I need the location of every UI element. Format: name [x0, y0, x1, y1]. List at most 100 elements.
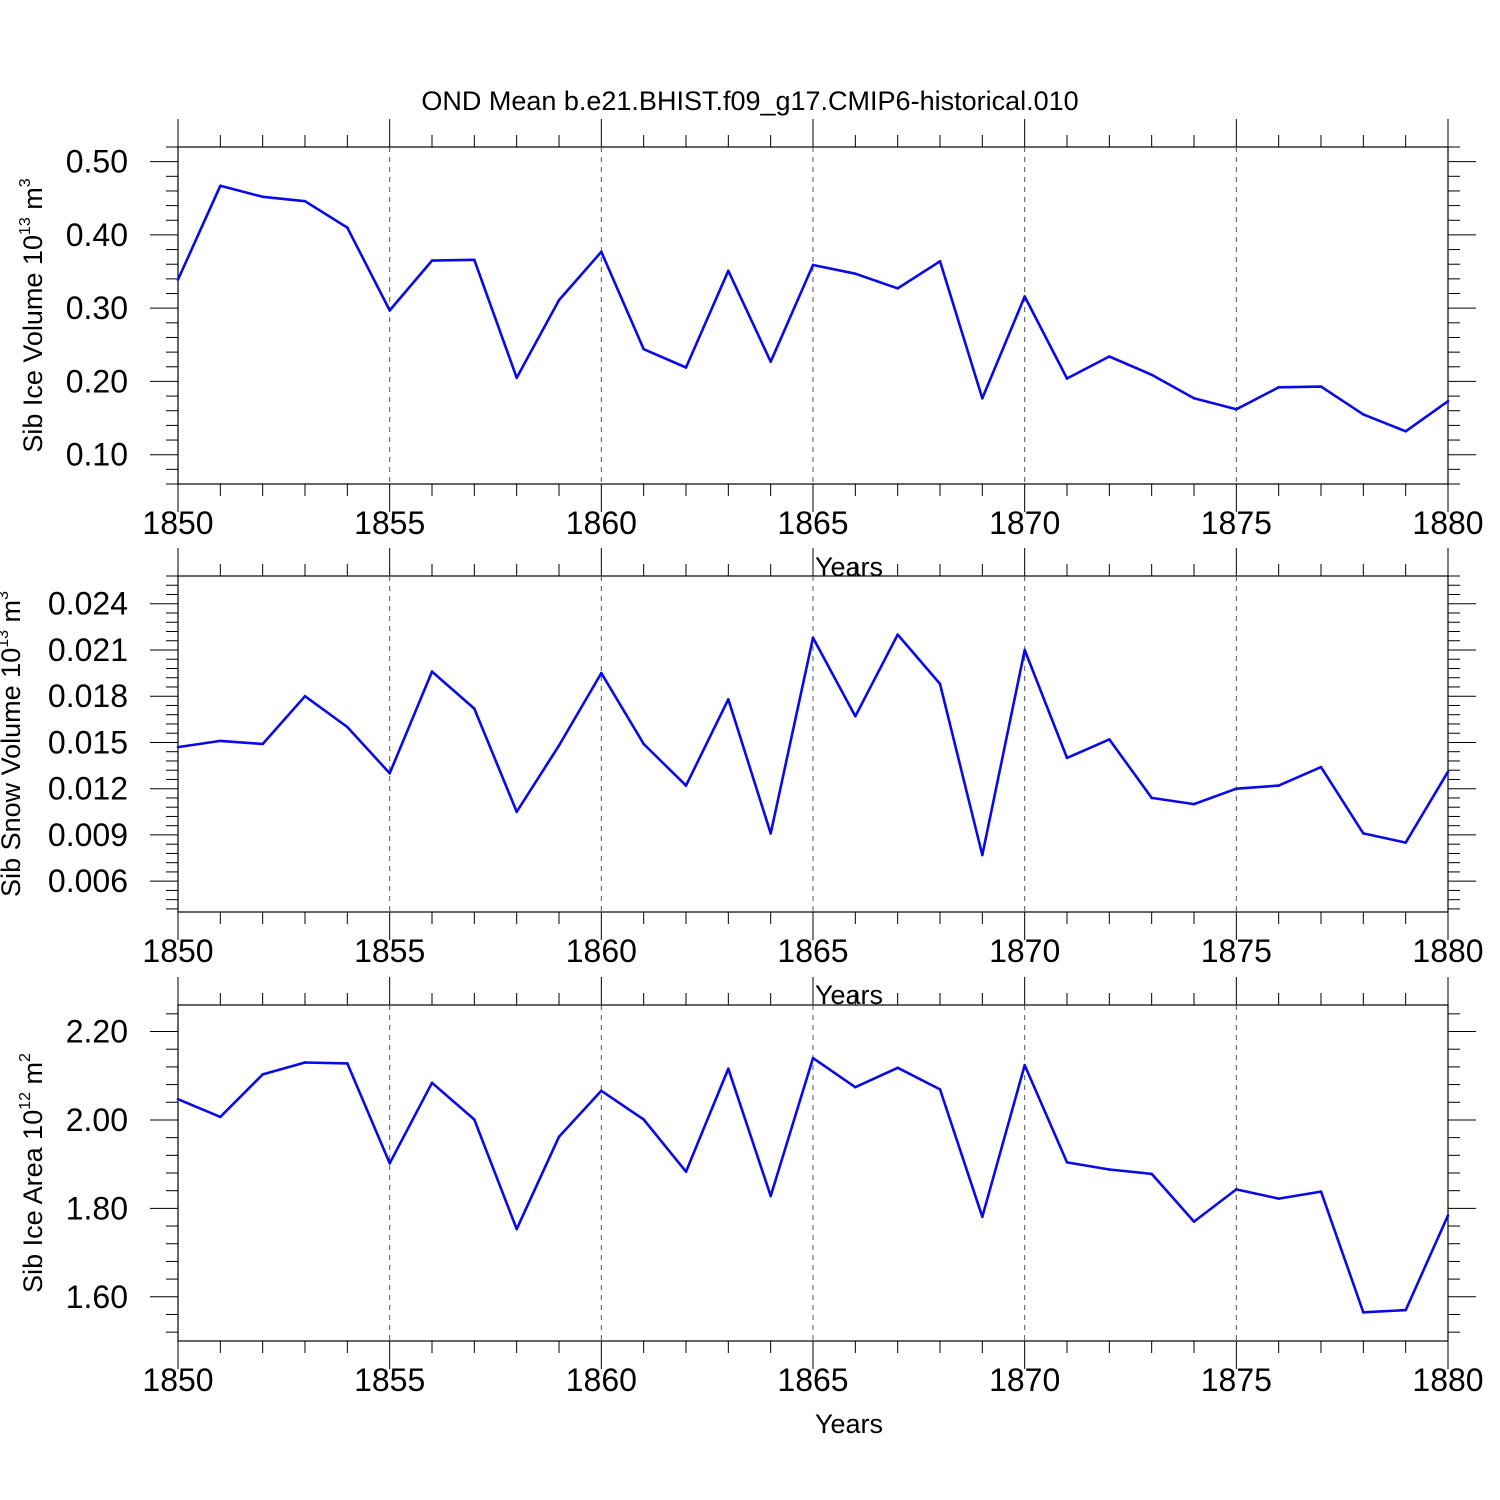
y-axis-label-part: m — [18, 187, 48, 217]
data-point — [811, 263, 815, 267]
y-axis-label-superscript: 2 — [17, 1053, 34, 1062]
data-point — [727, 269, 730, 273]
x-tick-label: 1855 — [354, 933, 425, 969]
data-point — [1235, 787, 1238, 790]
x-axis-label: Years — [815, 552, 883, 582]
data-point — [1150, 1172, 1153, 1176]
data-point — [1192, 1220, 1196, 1223]
x-tick-label: 1860 — [566, 933, 637, 969]
x-tick-label: 1875 — [1201, 505, 1272, 541]
y-axis-label-superscript: 13 — [17, 217, 34, 235]
data-point — [473, 258, 476, 262]
data-point — [1404, 429, 1407, 433]
x-tick-label: 1860 — [566, 1362, 637, 1398]
data-point — [557, 744, 561, 747]
data-point — [1446, 770, 1450, 774]
data-point — [1108, 738, 1111, 741]
data-point — [515, 376, 518, 380]
y-tick-label: 0.024 — [48, 586, 128, 622]
data-point — [1065, 1161, 1069, 1164]
data-point — [1362, 413, 1365, 416]
data-point — [642, 347, 645, 351]
x-axis-label: Years — [815, 1409, 883, 1439]
y-axis-label-part: m — [0, 600, 26, 630]
data-point — [938, 259, 942, 263]
data-point — [1404, 841, 1407, 844]
x-tick-label: 1850 — [142, 1362, 213, 1398]
data-point — [1065, 756, 1069, 760]
data-point — [769, 832, 772, 835]
panels: 1850 1855 1860 1865 1870 1875 1880 0.10 0.20 0.30… — [0, 119, 1484, 1439]
data-point — [346, 725, 349, 729]
data-point — [1023, 1063, 1026, 1067]
data-point — [896, 287, 899, 290]
data-point — [430, 670, 434, 673]
data-point — [388, 771, 391, 775]
data-point — [1319, 385, 1323, 388]
data-point — [1023, 295, 1026, 298]
data-point — [642, 742, 645, 746]
data-point — [1150, 796, 1153, 800]
panel-1: 1850 1855 1860 1865 1870 1875 1880 0.10 0.20 0.30… — [17, 119, 1484, 582]
x-tick-label: 1880 — [1412, 933, 1483, 969]
data-point — [600, 250, 603, 254]
data-point — [303, 1061, 307, 1064]
data-point — [1065, 377, 1069, 380]
x-tick-label: 1850 — [142, 933, 213, 969]
data-point — [1446, 399, 1450, 403]
data-point — [642, 1118, 645, 1121]
data-point — [303, 694, 307, 698]
data-point — [684, 366, 688, 369]
y-tick-label: 1.80 — [66, 1190, 128, 1226]
y-tick-label: 2.00 — [66, 1102, 128, 1138]
x-tick-label: 1870 — [989, 1362, 1060, 1398]
panel-3: 1850 1855 1860 1865 1870 1875 1880 1.60 1.80 2.00… — [17, 977, 1484, 1439]
data-point — [1362, 832, 1365, 835]
data-point — [684, 1170, 688, 1173]
y-tick-label: 2.20 — [66, 1014, 128, 1050]
x-tick-label: 1880 — [1412, 1362, 1483, 1398]
data-point — [1277, 1197, 1280, 1200]
y-tick-label: 0.015 — [48, 724, 128, 760]
data-point — [388, 1161, 391, 1165]
data-point — [938, 682, 942, 686]
data-point — [219, 1115, 222, 1119]
data-point — [1192, 802, 1196, 806]
x-tick-label: 1875 — [1201, 1362, 1272, 1398]
y-axis-label: Sib Snow Volume 1013 m3 — [0, 591, 26, 897]
x-tick-label: 1865 — [777, 933, 848, 969]
y-axis-label: Sib Ice Area 1012 m2 — [17, 1053, 48, 1293]
panel-2: 1850 1855 1860 1865 1870 1875 1880 0.006 0.009 0.… — [0, 548, 1484, 1010]
data-point — [1319, 765, 1323, 769]
data-point — [854, 1085, 857, 1089]
data-point — [811, 1056, 815, 1060]
data-point — [600, 1089, 603, 1093]
data-point — [1277, 784, 1280, 787]
data-point — [515, 810, 518, 814]
data-point — [896, 633, 899, 636]
y-axis-label-superscript: 12 — [17, 1092, 34, 1110]
y-tick-label: 0.50 — [66, 144, 128, 180]
data-point — [388, 309, 391, 312]
y-tick-label: 0.012 — [48, 771, 128, 807]
data-point — [1108, 1168, 1111, 1171]
x-tick-label: 1850 — [142, 505, 213, 541]
y-axis-label-part: m — [18, 1062, 48, 1092]
data-point — [727, 698, 730, 701]
data-point — [473, 707, 476, 710]
y-tick-label: 0.30 — [66, 290, 128, 326]
data-point — [303, 199, 307, 203]
data-point — [769, 1194, 772, 1198]
x-tick-label: 1860 — [566, 505, 637, 541]
y-tick-label: 0.021 — [48, 632, 128, 668]
x-tick-label: 1870 — [989, 933, 1060, 969]
data-point — [261, 1073, 264, 1076]
data-point — [346, 226, 349, 229]
data-point — [854, 714, 857, 718]
x-tick-label: 1855 — [354, 505, 425, 541]
data-point — [981, 396, 984, 400]
data-point — [769, 360, 772, 363]
y-axis-label: Sib Ice Volume 1013 m3 — [17, 178, 48, 452]
y-tick-label: 0.006 — [48, 863, 128, 899]
x-tick-label: 1855 — [354, 1362, 425, 1398]
